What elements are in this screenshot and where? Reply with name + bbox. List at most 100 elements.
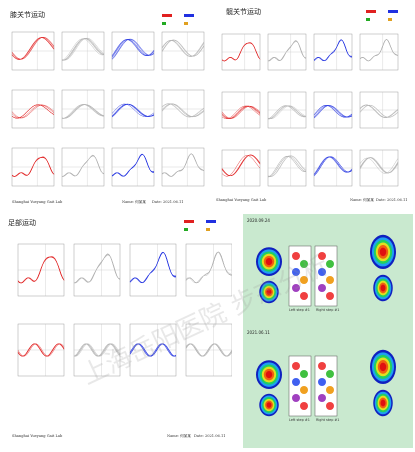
gait-curve: [11, 156, 55, 177]
right-footprint-top: [379, 247, 387, 257]
ankle-footer-lab: Shanghai Yueyang Gait Lab: [12, 434, 63, 438]
left-footprint-top: [266, 289, 272, 295]
step-pressure-region: [292, 252, 300, 260]
gait-curve: [111, 103, 155, 117]
hip-footer-name: Name: 何某某: [350, 198, 374, 202]
gait-curve: [61, 37, 105, 61]
gait-curve: [313, 156, 353, 177]
left-step-label-top: Left step #1: [289, 308, 310, 312]
step-pressure-region: [326, 402, 334, 410]
gait-curve: [161, 103, 205, 118]
gait-curve: [17, 343, 65, 357]
gait-curve: [359, 39, 399, 62]
gait-curve: [221, 105, 261, 119]
gait-curve: [185, 251, 232, 284]
gait-curve: [111, 38, 155, 60]
gait-curve: [11, 104, 55, 119]
knee-plot-grid: [11, 31, 205, 187]
gait-curve: [73, 343, 121, 357]
step-pressure-region: [318, 252, 326, 260]
ankle-legend: [184, 220, 228, 240]
gait-curve: [313, 39, 353, 62]
gait-curve: [161, 103, 205, 118]
left-step-label-bottom: Left step #1: [289, 418, 310, 422]
gait-curve: [111, 39, 155, 58]
gait-curve: [161, 40, 205, 57]
gait-curve: [359, 157, 399, 174]
step-pressure-region: [292, 284, 300, 292]
step-pressure-region: [300, 260, 308, 268]
hip-plot-grid: [221, 33, 399, 187]
legend-swatch-green: [366, 18, 370, 21]
gait-curve: [17, 256, 65, 284]
right-footprint-top: [380, 284, 386, 292]
gait-curve: [267, 105, 307, 120]
step-pressure-region: [318, 268, 326, 276]
gait-curve: [359, 104, 399, 118]
step-pressure-region: [318, 394, 326, 402]
gait-curve: [359, 157, 399, 174]
legend-swatch-green: [184, 228, 188, 231]
gait-curve: [61, 155, 105, 177]
gait-curve: [313, 105, 353, 118]
hip-footer-lab: Shanghai Yueyang Gait Lab: [216, 198, 267, 202]
knee-kinematics-panel: 膝关节运动 Shanghai Yueyang Gait Lab Name: 何某…: [2, 4, 207, 210]
gait-curve: [61, 38, 105, 61]
hip-footer-date: Date: 2021.06.11: [376, 198, 408, 202]
step-pressure-region: [300, 276, 308, 284]
legend-swatch-red: [184, 220, 194, 223]
legend-swatch-blue: [206, 220, 216, 223]
gait-curve: [73, 343, 121, 357]
gait-curve: [267, 155, 307, 177]
gait-curve: [61, 104, 105, 119]
footprint-date-bottom: 2021.06.11: [247, 330, 270, 335]
ankle-kinematics-panel: 足部运动 Shanghai Yueyang Gait Lab Name: 何某某…: [2, 214, 232, 448]
gait-curve: [17, 343, 65, 357]
gait-curve: [61, 104, 105, 119]
gait-curve: [313, 105, 353, 119]
step-pressure-region: [326, 292, 334, 300]
hip-panel-title: 髋关节运动: [226, 8, 261, 16]
gait-curve: [359, 157, 399, 174]
gait-curve: [129, 343, 176, 357]
step-pressure-region: [318, 378, 326, 386]
step-pressure-region: [300, 292, 308, 300]
step-pressure-region: [292, 378, 300, 386]
gait-curve: [73, 343, 121, 357]
gait-curve: [111, 38, 155, 59]
step-pressure-region: [300, 386, 308, 394]
gait-curve: [129, 343, 177, 357]
gait-curve: [161, 39, 205, 57]
ankle-footer-name: Name: 何某某: [167, 434, 191, 438]
gait-curve: [313, 156, 353, 175]
right-footprint-bottom: [380, 399, 386, 407]
gait-curve: [73, 254, 121, 284]
left-footprint-top: [265, 258, 273, 266]
step-pressure-region: [300, 370, 308, 378]
gait-curve: [61, 38, 105, 61]
gait-curve: [11, 37, 55, 60]
gait-curve: [267, 40, 307, 62]
gait-curve: [221, 154, 261, 176]
gait-curve: [221, 105, 261, 119]
knee-footer-lab: Shanghai Yueyang Gait Lab: [12, 200, 63, 204]
footprint-maps: [256, 234, 396, 417]
left-footprint-bottom: [266, 402, 272, 408]
gait-curve: [359, 104, 399, 118]
step-pressure-region: [326, 276, 334, 284]
gait-curve: [11, 104, 55, 119]
gait-curve: [267, 105, 307, 120]
hip-legend: [366, 10, 410, 30]
step-pressure-region: [292, 362, 300, 370]
gait-curve: [73, 343, 121, 357]
gait-curve: [129, 252, 176, 283]
gait-curve: [267, 155, 307, 178]
step-pressure-region: [318, 362, 326, 370]
step-pressure-region: [318, 284, 326, 292]
legend-swatch-orange: [388, 18, 392, 21]
ankle-panel-title: 足部运动: [8, 219, 36, 227]
gait-curve: [221, 155, 261, 177]
gait-curve: [111, 103, 155, 117]
right-step-label-bottom: Right step #1: [316, 418, 340, 422]
gait-curve: [161, 153, 205, 177]
